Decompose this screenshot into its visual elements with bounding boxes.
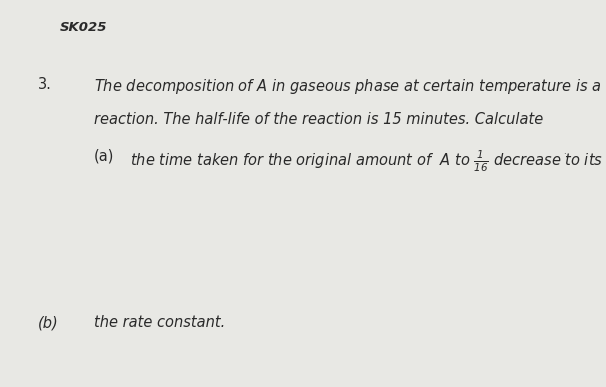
Text: SK025: SK025: [59, 21, 107, 34]
Text: (a): (a): [94, 149, 115, 164]
Text: the rate constant.: the rate constant.: [94, 315, 225, 330]
Text: .: .: [564, 147, 566, 156]
Text: the time taken for the original amount of  $\it{A}$ to $\mathregular{\frac{1}{16: the time taken for the original amount o…: [130, 149, 606, 175]
Text: (b): (b): [38, 315, 58, 330]
Text: 3.: 3.: [38, 77, 52, 92]
Text: The decomposition of $\it{A}$ in gaseous phase at certain temperature is a first: The decomposition of $\it{A}$ in gaseous…: [94, 77, 606, 96]
Text: reaction. The half-life of the reaction is 15 minutes. Calculate: reaction. The half-life of the reaction …: [94, 112, 543, 127]
